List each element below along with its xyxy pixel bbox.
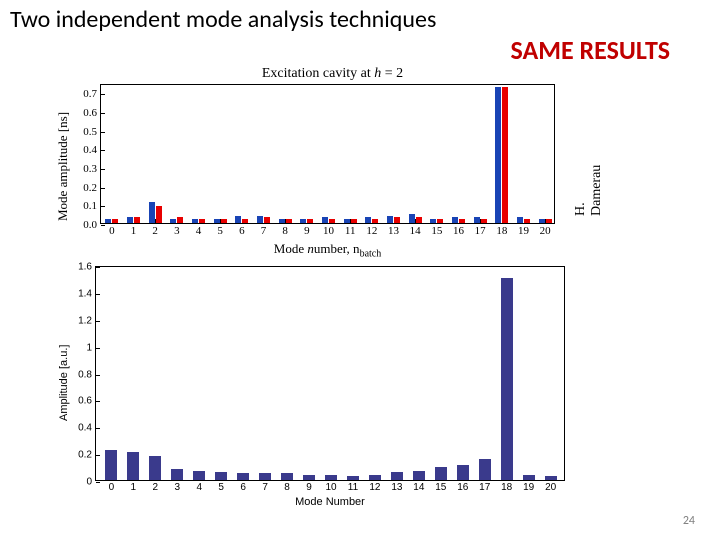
page-number: 24 <box>683 514 695 528</box>
chart1-bar <box>214 219 220 223</box>
chart1-bar <box>481 219 487 223</box>
chart1-bar <box>199 219 205 223</box>
chart1-bar <box>351 219 357 223</box>
chart1-bar <box>524 219 530 223</box>
chart1-bar <box>459 219 465 223</box>
chart1-bar <box>257 216 263 223</box>
chart1-bar <box>307 219 313 223</box>
chart2-bar <box>193 471 205 480</box>
chart2-bar <box>369 475 381 480</box>
chart1-bar <box>409 214 415 223</box>
chart2-bar <box>413 471 425 480</box>
chart1-bar <box>502 87 508 223</box>
chart2-bar <box>545 476 557 480</box>
chart1-bar <box>387 216 393 223</box>
same-results-text: SAME RESULTS <box>0 34 720 66</box>
chart1-bar <box>235 216 241 223</box>
chart2-bar <box>149 456 161 480</box>
chart1-bar <box>221 219 227 223</box>
chart1-bar <box>394 217 400 223</box>
chart2-bar <box>105 450 117 480</box>
chart2-bar <box>435 467 447 480</box>
chart1-bar <box>279 219 285 223</box>
chart1-bar <box>322 217 328 223</box>
top-chart: Excitation cavity at h = 2 Mode amplitud… <box>45 66 575 261</box>
chart2-bar <box>479 459 491 481</box>
chart1-bar <box>170 219 176 223</box>
chart2-ylabel: Amplitude [a.u.] <box>58 345 70 421</box>
chart1-bar <box>105 219 111 223</box>
chart1-ylabel: Mode amplitude [ns] <box>55 112 71 221</box>
chart1-bar <box>192 219 198 223</box>
bottom-chart: Amplitude [a.u.] 00.20.40.60.811.21.41.6… <box>45 261 585 516</box>
credit-text: H. Damerau <box>573 165 605 216</box>
slide-title: Two independent mode analysis techniques <box>0 0 720 34</box>
chart2-bar <box>303 475 315 480</box>
chart1-bar <box>286 219 292 223</box>
chart1-bar <box>437 219 443 223</box>
chart1-bar <box>539 219 545 223</box>
chart1-xlabel: Mode number, nbatch <box>100 241 555 260</box>
chart1-bar <box>177 217 183 223</box>
chart1-title: Excitation cavity at h = 2 <box>100 66 565 82</box>
chart1-bar <box>300 219 306 223</box>
chart2-bar <box>325 475 337 480</box>
chart2-plot-area: 00.20.40.60.811.21.41.601234567891011121… <box>95 266 565 481</box>
chart1-bar <box>495 87 501 223</box>
chart1-bar <box>344 219 350 223</box>
chart1-bar <box>329 219 335 223</box>
chart1-bar <box>149 202 155 223</box>
chart2-bar <box>127 452 139 480</box>
chart1-bar <box>517 217 523 223</box>
chart1-bar <box>474 217 480 223</box>
chart2-bar <box>281 473 293 480</box>
chart1-bar <box>134 217 140 223</box>
chart2-bar <box>259 473 271 480</box>
chart2-bar <box>237 473 249 480</box>
chart2-xlabel: Mode Number <box>95 496 565 508</box>
chart2-bar <box>457 465 469 480</box>
chart1-bar <box>452 217 458 223</box>
chart2-bar <box>501 278 513 480</box>
chart1-bar <box>264 217 270 223</box>
chart1-bar <box>546 219 552 223</box>
chart1-bar <box>365 217 371 223</box>
chart1-bar <box>112 219 118 223</box>
chart1-bar <box>156 206 162 223</box>
chart1-bar <box>242 219 248 223</box>
chart1-bar <box>127 217 133 223</box>
chart2-bar <box>523 475 535 480</box>
chart1-bar <box>430 219 436 223</box>
chart2-bar <box>215 472 227 480</box>
chart1-plot-area: 0.00.10.20.30.40.50.60.70123456789101112… <box>100 84 555 224</box>
chart2-bar <box>391 472 403 480</box>
chart2-bar <box>171 469 183 480</box>
chart1-bar <box>372 219 378 223</box>
chart1-bar <box>416 217 422 223</box>
chart2-bar <box>347 476 359 480</box>
